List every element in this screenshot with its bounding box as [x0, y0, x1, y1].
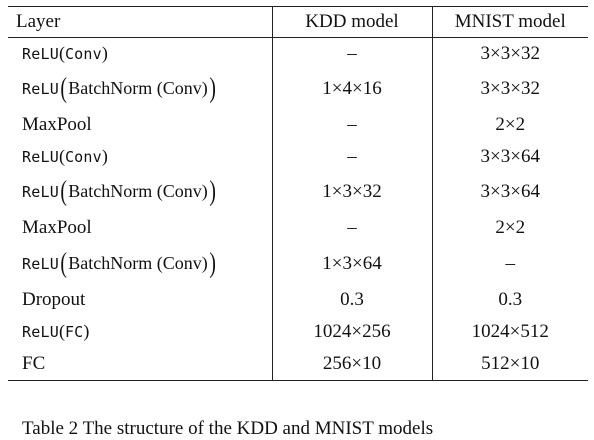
close-paren: ) [209, 175, 216, 207]
kdd-value: – [271, 108, 433, 141]
close-paren: ) [209, 72, 216, 104]
layer-inner: FC [64, 322, 84, 341]
table-row: FC 256×10 512×10 [8, 347, 588, 381]
model-structure-table-wrapper: Layer KDD model MNIST model ReLU(Conv) –3… [8, 6, 588, 381]
layer-cell: MaxPool [8, 108, 272, 141]
mnist-value: 0.3 [498, 288, 523, 310]
layer-name: MaxPool [22, 113, 92, 135]
open-paren: ( [58, 42, 65, 63]
layer-cell: ReLU(Conv) [8, 38, 272, 70]
open-paren: ( [152, 77, 163, 98]
table-row: Dropout 0.3 0.3 [8, 283, 588, 316]
mnist-value: 3×3×32 [480, 42, 540, 64]
model-structure-table: Layer KDD model MNIST model ReLU(Conv) –3… [8, 6, 588, 381]
table-header-row: Layer KDD model MNIST model [8, 6, 588, 38]
mnist-value: 512×10 [432, 347, 588, 381]
layer-function: ReLU [22, 44, 59, 63]
kdd-value: 1×3×32 [271, 172, 433, 211]
close-paren: ) [101, 42, 108, 63]
layer-inner: BatchNorm [68, 180, 153, 201]
close-paren: ) [83, 320, 90, 341]
layer-function: ReLU [22, 254, 59, 273]
layer-cell: Dropout [8, 283, 272, 316]
mnist-value: 3×3×64 [480, 145, 540, 167]
layer-cell: ReLU(BatchNorm (Conv)) [8, 172, 272, 211]
table-row: MaxPool – 2×2 [8, 211, 588, 244]
header-layer: Layer [8, 6, 272, 38]
table-row: ReLU(BatchNorm (Conv)) 1×3×32 3×3×64 [8, 172, 588, 211]
mnist-value: 2×2 [495, 216, 526, 238]
kdd-value: 0.3 [271, 283, 433, 316]
layer-inner: BatchNorm [68, 252, 153, 273]
open-paren: ( [152, 252, 163, 273]
open-paren: ( [60, 72, 67, 104]
layer-inner: BatchNorm [68, 77, 153, 98]
mnist-value: 3×3×64 [480, 180, 540, 202]
table-row: ReLU(BatchNorm (Conv)) 1×3×64– [8, 244, 588, 283]
mnist-value: – [505, 252, 516, 274]
close-paren: ) [201, 180, 208, 201]
open-paren: ( [60, 247, 67, 279]
table-row: ReLU(BatchNorm (Conv)) 1×4×16 3×3×32 [8, 69, 588, 108]
layer-cell: ReLU(BatchNorm (Conv)) [8, 69, 272, 108]
close-paren: ) [201, 77, 208, 98]
kdd-value: 1024×256 [271, 316, 433, 347]
table-caption: Table 2 The structure of the KDD and MNI… [22, 418, 434, 439]
layer-cell: ReLU(BatchNorm (Conv)) [8, 244, 272, 283]
open-paren: ( [58, 320, 65, 341]
layer-arg: Conv [162, 252, 202, 273]
kdd-value: – [271, 141, 433, 172]
table-body: ReLU(Conv) –3×3×32 ReLU(BatchNorm (Conv)) 1… [8, 37, 588, 381]
layer-name: Dropout [22, 288, 86, 310]
layer-arg: Conv [162, 180, 202, 201]
layer-function: ReLU [22, 79, 59, 98]
table-row: ReLU(Conv) –3×3×32 [8, 37, 588, 70]
layer-cell: MaxPool [8, 211, 272, 244]
kdd-value: 256×10 [271, 347, 433, 381]
layer-function: ReLU [22, 147, 59, 166]
mnist-value: 2×2 [495, 113, 526, 135]
table-row: MaxPool – 2×2 [8, 108, 588, 141]
open-paren: ( [60, 175, 67, 207]
kdd-value: 1×4×16 [271, 69, 433, 108]
header-mnist-model: MNIST model [432, 6, 588, 38]
layer-name: FC [22, 352, 46, 374]
close-paren: ) [209, 247, 216, 279]
layer-function: ReLU [22, 322, 59, 341]
kdd-value: 1×3×64 [271, 244, 433, 283]
layer-cell: FC [8, 347, 272, 381]
layer-inner: Conv [64, 147, 102, 166]
header-kdd-model: KDD model [271, 6, 433, 38]
table-row: ReLU(Conv) –3×3×64 [8, 141, 588, 172]
mnist-value: 3×3×32 [480, 77, 540, 99]
open-paren: ( [152, 180, 163, 201]
open-paren: ( [58, 145, 65, 166]
layer-function: ReLU [22, 182, 59, 201]
table-row: ReLU(FC) 1024×256 1024×512 [8, 316, 588, 347]
kdd-value: – [271, 211, 433, 244]
kdd-value: – [271, 37, 433, 69]
layer-name: MaxPool [22, 216, 92, 238]
close-paren: ) [201, 252, 208, 273]
layer-inner: Conv [64, 44, 102, 63]
close-paren: ) [101, 145, 108, 166]
layer-arg: Conv [162, 77, 202, 98]
layer-cell: ReLU(FC) [8, 316, 272, 347]
layer-cell: ReLU(Conv) [8, 141, 272, 172]
mnist-value: 1024×512 [471, 320, 549, 342]
